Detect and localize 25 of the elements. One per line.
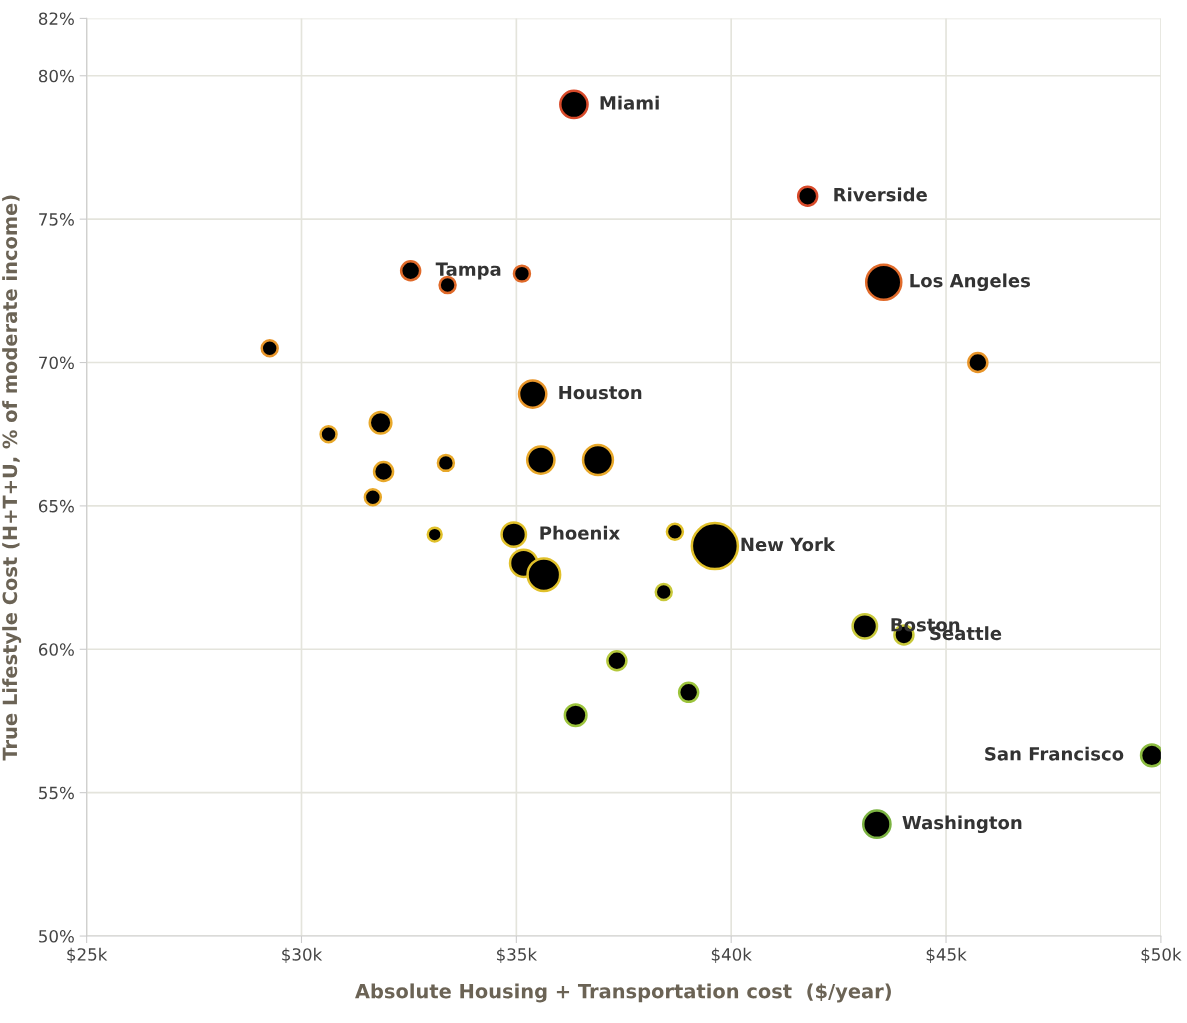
annotation: Houston bbox=[559, 385, 642, 400]
y-tick-label: 80% bbox=[38, 69, 74, 83]
x-tick-label: $45k bbox=[926, 947, 967, 963]
x-tick-label: $50k bbox=[1141, 947, 1182, 963]
y-tick-label: 75% bbox=[39, 213, 74, 226]
annotation: Los Angeles bbox=[910, 273, 1030, 292]
y-tick-label: 65% bbox=[38, 499, 74, 513]
y-tick-label: 50% bbox=[39, 930, 74, 943]
annotation: San Francisco bbox=[985, 746, 1124, 761]
x-tick-label: $25k bbox=[67, 947, 108, 963]
y-axis-title: True Lifestyle Cost (H+T+U, % of moderate income) bbox=[2, 195, 22, 761]
x-axis-title: Absolute Housing + Transportation cost ($/year) bbox=[355, 983, 891, 1003]
annotation: Miami bbox=[600, 95, 659, 110]
x-tick-label: $35k bbox=[497, 947, 538, 963]
y-tick-label: 70% bbox=[39, 356, 74, 370]
annotation: Phoenix bbox=[540, 525, 620, 540]
y-tick-label: 60% bbox=[38, 643, 74, 656]
y-tick-label: 82% bbox=[38, 12, 74, 25]
x-tick-label: $40k bbox=[711, 947, 752, 963]
x-tick-label: $30k bbox=[282, 947, 323, 963]
y-tick-label: 55% bbox=[39, 786, 74, 800]
annotation: Tampa bbox=[435, 262, 501, 280]
annotation: Washington bbox=[902, 815, 1022, 834]
annotation: Riverside bbox=[834, 187, 927, 202]
annotation: New York bbox=[741, 537, 836, 552]
